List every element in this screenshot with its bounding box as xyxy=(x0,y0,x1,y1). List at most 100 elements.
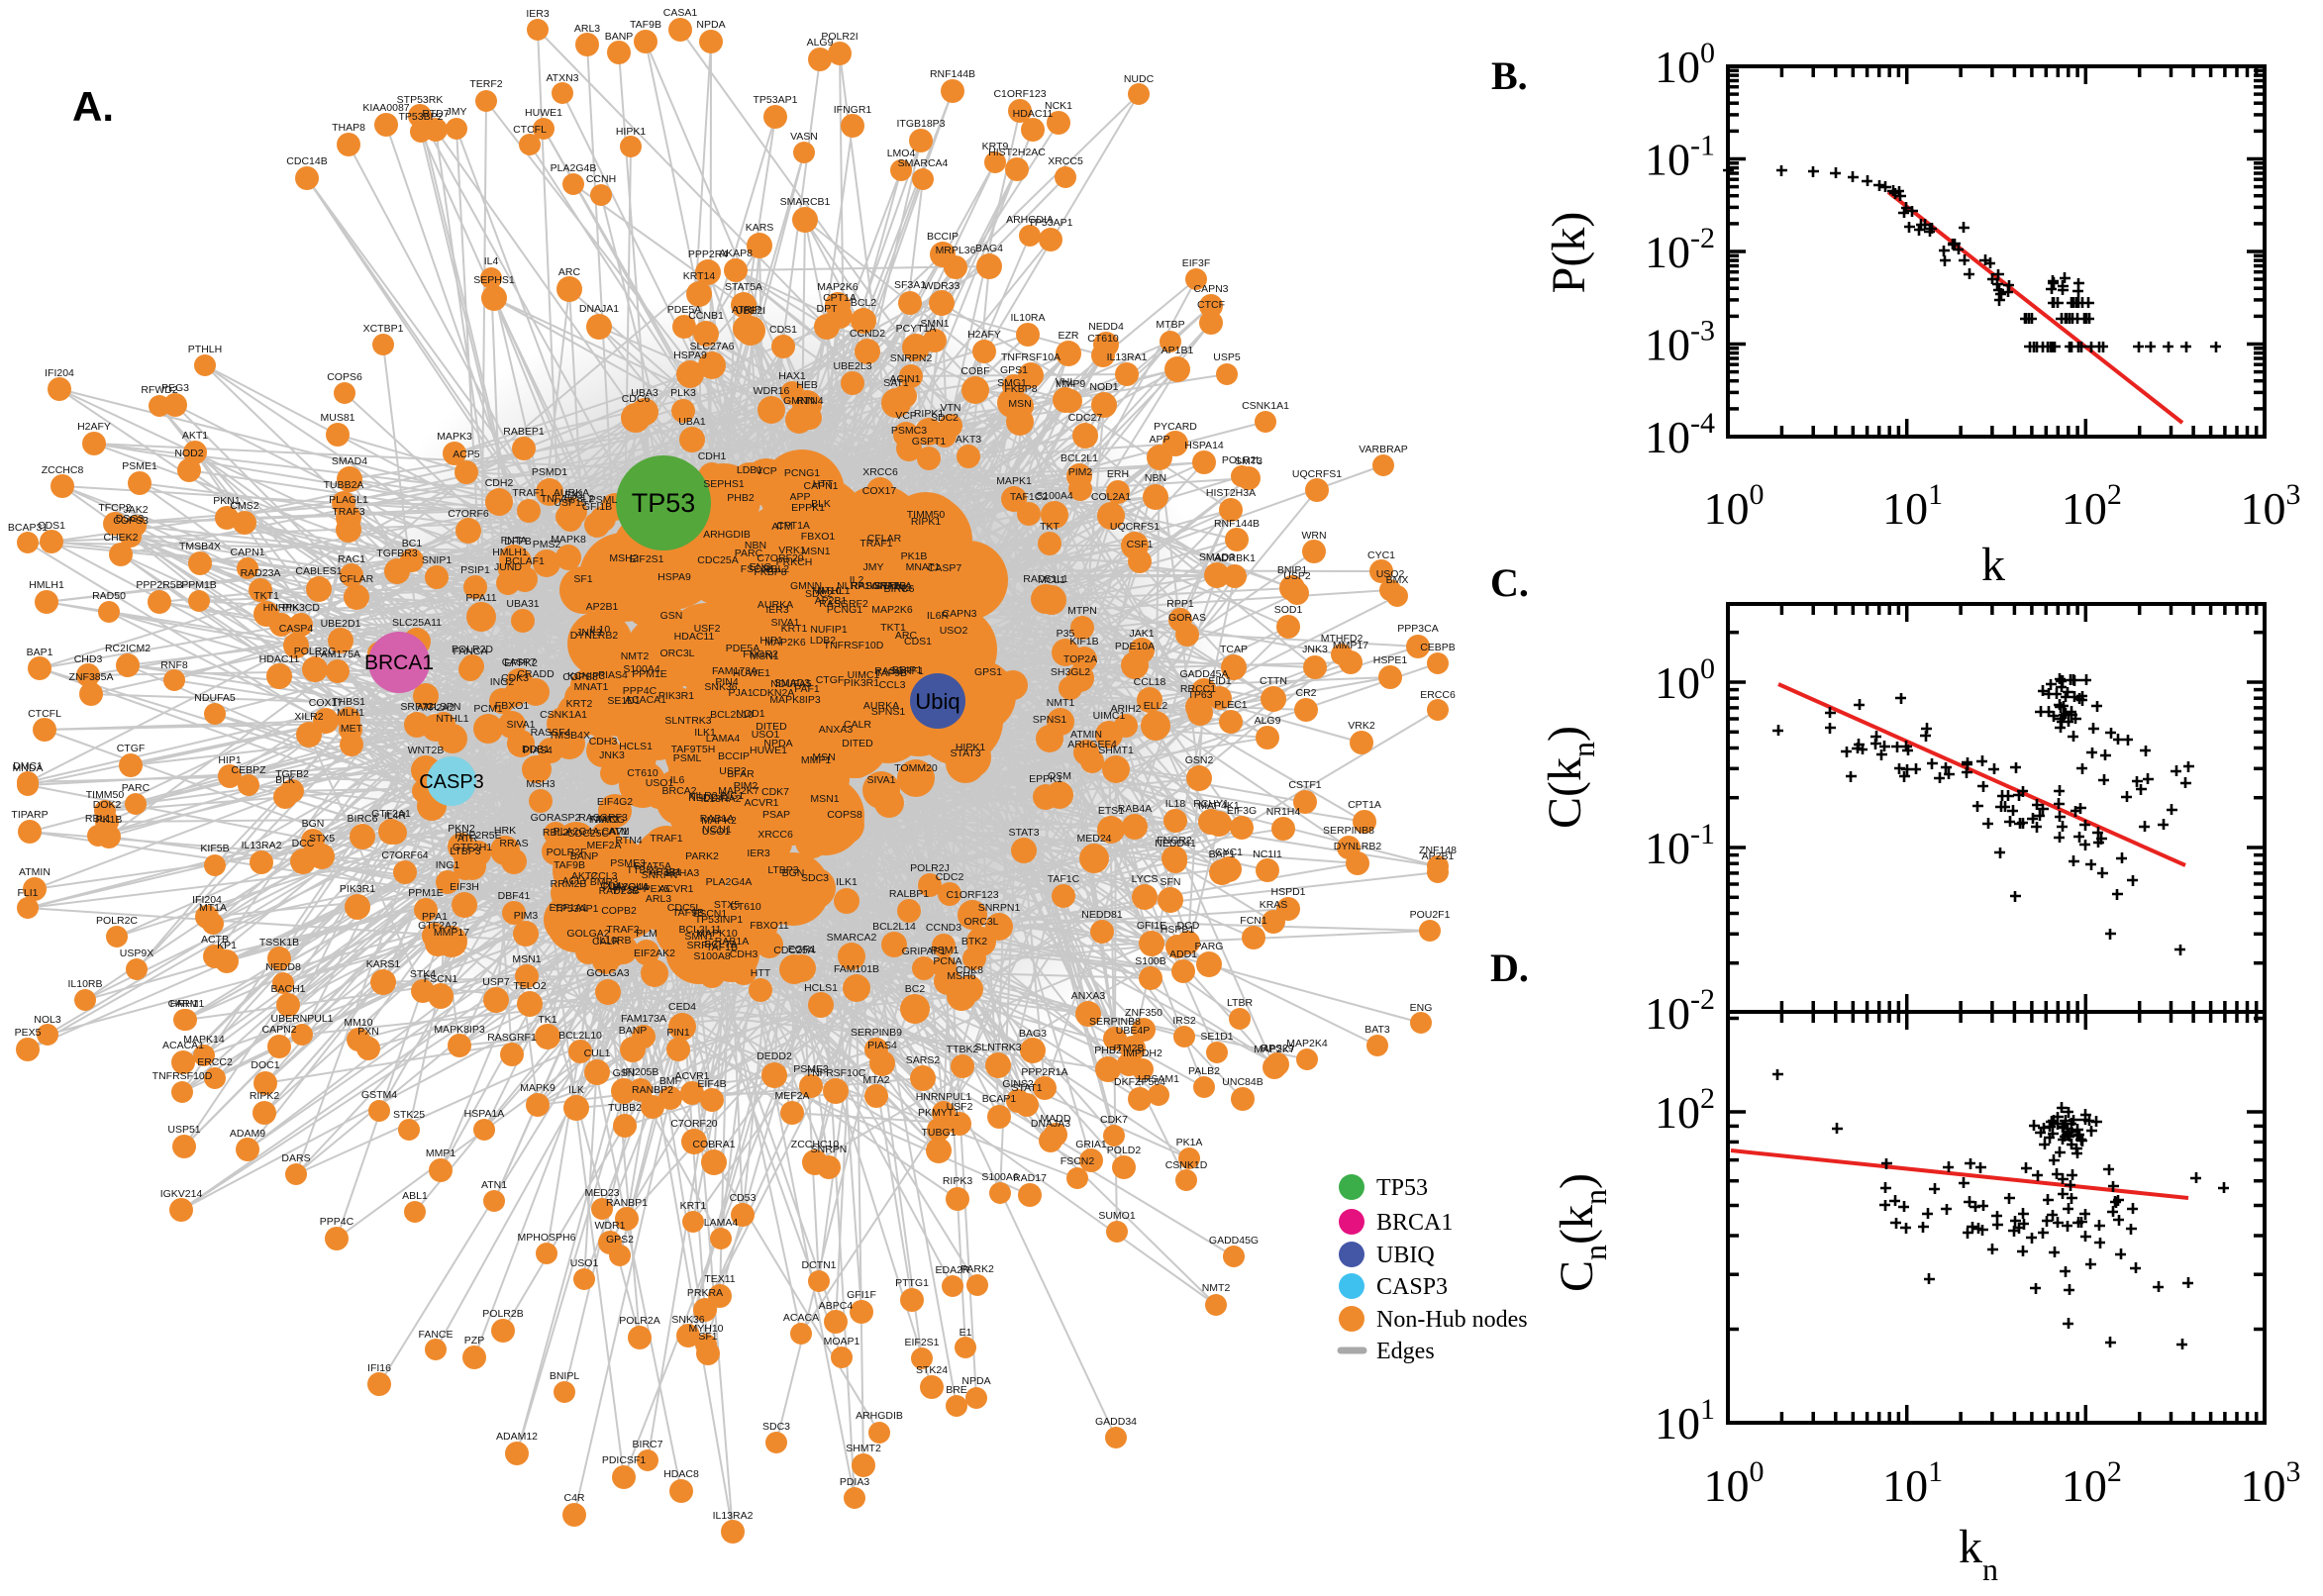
svg-text:SIVA1: SIVA1 xyxy=(771,617,800,629)
svg-text:JNK3: JNK3 xyxy=(576,627,602,639)
svg-text:ING1: ING1 xyxy=(720,790,745,802)
svg-text:NOD2: NOD2 xyxy=(174,448,203,459)
svg-text:NBN: NBN xyxy=(1145,472,1166,484)
svg-text:ARHGDIB: ARHGDIB xyxy=(856,1410,903,1422)
svg-text:PSIP1: PSIP1 xyxy=(460,564,490,576)
svg-text:S100B: S100B xyxy=(1135,955,1166,967)
svg-text:TAF9T5H: TAF9T5H xyxy=(671,744,716,755)
svg-text:MED23: MED23 xyxy=(584,1187,619,1199)
svg-text:ORC3L: ORC3L xyxy=(963,916,998,928)
svg-text:BGN: BGN xyxy=(782,867,805,879)
svg-text:KARS: KARS xyxy=(746,222,774,234)
svg-text:MSN1: MSN1 xyxy=(750,650,778,662)
svg-text:UBE2D1: UBE2D1 xyxy=(321,618,361,630)
svg-text:GADD45G: GADD45G xyxy=(1209,1235,1259,1247)
svg-text:SNIP1: SNIP1 xyxy=(422,554,453,566)
svg-text:VASN: VASN xyxy=(790,131,818,143)
svg-text:PYCARD: PYCARD xyxy=(1154,421,1197,433)
svg-text:ALG9: ALG9 xyxy=(1255,715,1281,727)
svg-text:CDK7: CDK7 xyxy=(761,786,789,798)
svg-text:FCN1: FCN1 xyxy=(1240,915,1267,927)
svg-text:TUBB2A: TUBB2A xyxy=(324,479,364,491)
svg-text:TRAF1: TRAF1 xyxy=(512,487,545,499)
svg-text:CT610: CT610 xyxy=(730,901,761,913)
svg-text:TKT: TKT xyxy=(1040,521,1060,533)
svg-text:TP53AP1: TP53AP1 xyxy=(555,903,599,915)
svg-text:SMN1: SMN1 xyxy=(684,931,713,943)
svg-text:ERH: ERH xyxy=(1107,468,1129,480)
svg-text:PIK3R1: PIK3R1 xyxy=(844,677,879,689)
svg-text:TUBB2: TUBB2 xyxy=(608,1102,642,1114)
svg-text:FAM175A: FAM175A xyxy=(315,648,360,660)
svg-text:NTHL1: NTHL1 xyxy=(436,713,468,725)
svg-text:BCL2L14: BCL2L14 xyxy=(872,921,916,933)
svg-text:NPDA: NPDA xyxy=(763,738,792,749)
svg-text:DYNLRB2: DYNLRB2 xyxy=(1334,841,1382,852)
svg-text:ACLY: ACLY xyxy=(562,875,589,887)
svg-text:TNFRSF10A: TNFRSF10A xyxy=(1001,351,1060,363)
svg-text:XCTBP1: XCTBP1 xyxy=(363,323,404,335)
svg-text:ATMIN: ATMIN xyxy=(1070,729,1102,741)
svg-text:POLR2L: POLR2L xyxy=(1222,454,1262,466)
svg-text:Non-Hub nodes: Non-Hub nodes xyxy=(1376,1307,1528,1333)
svg-text:APP: APP xyxy=(789,491,810,503)
svg-text:EZR: EZR xyxy=(1059,330,1079,342)
svg-text:PN2: PN2 xyxy=(891,582,912,594)
svg-text:MSH2: MSH2 xyxy=(609,552,638,564)
svg-text:BCLAF1: BCLAF1 xyxy=(505,555,545,567)
svg-text:FANCA: FANCA xyxy=(453,646,487,657)
svg-text:S100A4: S100A4 xyxy=(623,663,660,675)
svg-text:BCCIP: BCCIP xyxy=(927,231,959,243)
svg-text:RASGRF1: RASGRF1 xyxy=(487,1032,537,1044)
svg-text:DDB1: DDB1 xyxy=(522,744,550,755)
svg-text:Edges: Edges xyxy=(1376,1339,1435,1364)
svg-text:EPHA3: EPHA3 xyxy=(665,867,700,879)
svg-text:GTF2A2: GTF2A2 xyxy=(418,920,457,932)
svg-text:CHEK2: CHEK2 xyxy=(103,532,138,544)
svg-text:HIP1: HIP1 xyxy=(759,635,783,647)
svg-text:MAPK10: MAPK10 xyxy=(696,928,738,940)
svg-text:SNRPN2: SNRPN2 xyxy=(890,352,933,364)
svg-text:CEBPB: CEBPB xyxy=(1420,642,1456,653)
svg-text:CTGF: CTGF xyxy=(816,674,845,686)
svg-text:TTBK2: TTBK2 xyxy=(627,864,659,876)
svg-text:PLK3: PLK3 xyxy=(670,387,696,399)
svg-text:CDC5L: CDC5L xyxy=(667,902,702,914)
svg-text:ITM2B: ITM2B xyxy=(1114,1043,1145,1054)
svg-text:GFI1B: GFI1B xyxy=(582,501,612,513)
svg-text:TK1: TK1 xyxy=(538,1014,556,1026)
svg-text:HDAC8: HDAC8 xyxy=(663,1468,699,1480)
svg-text:ATN1: ATN1 xyxy=(481,1179,507,1191)
svg-text:SFN: SFN xyxy=(1161,876,1181,888)
svg-text:CALR: CALR xyxy=(844,719,871,731)
svg-text:RRM2B: RRM2B xyxy=(551,878,587,890)
svg-text:USP15: USP15 xyxy=(554,497,586,509)
svg-text:AP2B1: AP2B1 xyxy=(815,595,848,607)
svg-text:DPT: DPT xyxy=(817,303,839,315)
svg-text:PALB2: PALB2 xyxy=(1188,1065,1220,1077)
svg-text:HSPD1: HSPD1 xyxy=(1270,886,1305,898)
svg-text:RASGRF3: RASGRF3 xyxy=(578,812,628,824)
svg-text:MTA2: MTA2 xyxy=(862,1074,889,1086)
svg-text:COX17: COX17 xyxy=(862,485,897,497)
svg-text:PXN: PXN xyxy=(357,1026,379,1038)
svg-text:RANBP2: RANBP2 xyxy=(632,1084,673,1096)
svg-text:CUL1: CUL1 xyxy=(584,1047,611,1059)
svg-text:GPS2: GPS2 xyxy=(606,1234,634,1246)
svg-text:LTBP3: LTBP3 xyxy=(450,846,480,857)
svg-text:MSN1: MSN1 xyxy=(801,546,830,557)
svg-text:CDH3: CDH3 xyxy=(589,736,618,748)
svg-text:SF1: SF1 xyxy=(573,573,592,585)
svg-text:NDUFA5: NDUFA5 xyxy=(194,692,236,704)
svg-text:MAP2K7: MAP2K7 xyxy=(718,785,759,797)
svg-text:IL4R: IL4R xyxy=(384,810,407,822)
svg-text:RIPK1: RIPK1 xyxy=(911,516,942,528)
svg-text:PARK2: PARK2 xyxy=(685,850,719,862)
svg-text:CSF1: CSF1 xyxy=(1127,539,1154,550)
svg-text:ZNF385A: ZNF385A xyxy=(69,671,114,683)
svg-text:MMP1: MMP1 xyxy=(426,1147,455,1159)
svg-text:LDB1: LDB1 xyxy=(737,464,762,476)
svg-text:CCL3: CCL3 xyxy=(591,870,618,882)
svg-text:CASP3: CASP3 xyxy=(419,771,484,793)
svg-text:SDC2: SDC2 xyxy=(805,588,833,600)
